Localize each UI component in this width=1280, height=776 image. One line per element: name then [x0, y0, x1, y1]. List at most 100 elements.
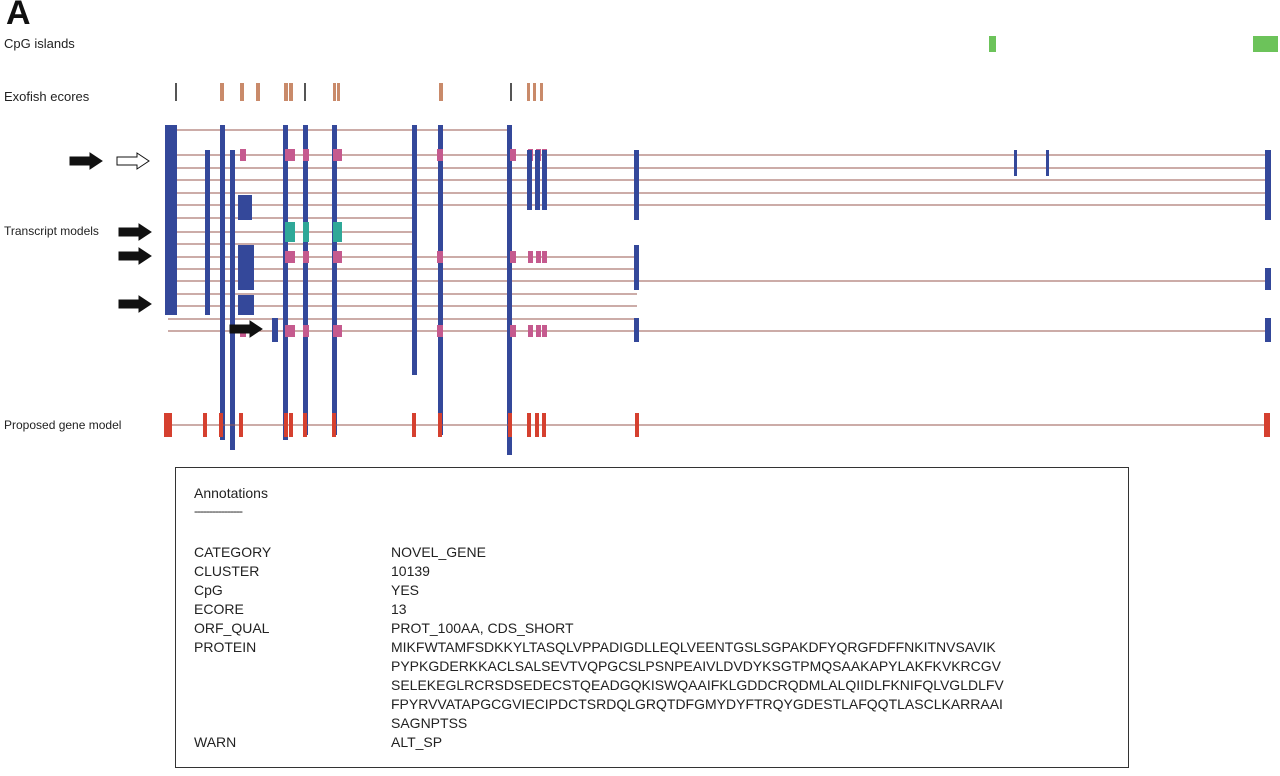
exofish-ecores-track: [175, 83, 543, 101]
annotations-rule: ----------------: [194, 504, 243, 518]
exon: [285, 251, 295, 263]
exon: [1014, 150, 1017, 176]
exon: [542, 150, 547, 210]
ecore-mark: [337, 83, 340, 101]
proposed-exon: [1264, 413, 1270, 437]
hollow-arrow-icon: [116, 152, 150, 170]
exon: [303, 222, 309, 242]
annotation-value: PROT_100AA, CDS_SHORT: [391, 620, 574, 636]
transcript-arrows: [69, 152, 263, 338]
exon: [528, 251, 533, 263]
ecore-mark: [289, 83, 293, 101]
ecore-mark: [527, 83, 530, 101]
ecore-mark: [533, 83, 536, 101]
cpg-islands-label: CpG islands: [4, 36, 75, 51]
annotation-value: 13: [391, 601, 407, 617]
annotation-key: ECORE: [194, 601, 244, 617]
ecore-mark: [175, 83, 177, 101]
exon: [542, 325, 547, 337]
exon: [1265, 268, 1271, 290]
exon: [536, 251, 541, 263]
exon: [285, 222, 295, 242]
annotation-key: WARN: [194, 734, 237, 750]
ecore-mark: [540, 83, 543, 101]
annotation-key: ORF_QUAL: [194, 620, 270, 636]
exon: [510, 149, 516, 161]
exon: [536, 325, 541, 337]
exon: [333, 149, 342, 161]
gene-diagram: [69, 36, 1278, 455]
exon: [437, 325, 443, 337]
exon: [205, 150, 210, 315]
ecore-mark: [240, 83, 244, 101]
annotations-box: Annotations ---------------- CATEGORY NO…: [175, 467, 1129, 768]
exon: [303, 325, 309, 337]
proposed-exon: [438, 413, 442, 437]
exon: [634, 245, 639, 290]
ecore-mark: [304, 83, 306, 101]
exon: [303, 125, 308, 435]
annotations-title: Annotations: [194, 485, 268, 501]
ecore-mark: [439, 83, 443, 101]
proposed-exon: [239, 413, 243, 437]
annotation-key: CLUSTER: [194, 563, 260, 579]
exon: [230, 150, 235, 450]
protein-line: MIKFWTAMFSDKKYLTASQLVPPADIGDLLEQLVEENTGS…: [391, 639, 996, 655]
exon: [303, 251, 309, 263]
exon: [285, 325, 295, 337]
exon: [510, 251, 516, 263]
exon: [165, 125, 177, 315]
proposed-exon: [164, 413, 172, 437]
transcript-models-track: [165, 125, 1271, 455]
proposed-exon: [203, 413, 207, 437]
proposed-exon: [289, 413, 293, 437]
exon: [333, 325, 342, 337]
filled-arrow-icon: [118, 247, 152, 265]
exon: [285, 149, 295, 161]
exon: [535, 150, 540, 210]
proposed-exon: [412, 413, 416, 437]
proposed-exon: [535, 413, 539, 437]
exon: [1046, 150, 1049, 176]
ecore-mark: [256, 83, 260, 101]
proposed-exon: [219, 413, 223, 437]
proposed-exon: [527, 413, 531, 437]
cpg-islands-track: [989, 36, 1278, 52]
exon: [238, 245, 254, 290]
exon: [528, 325, 533, 337]
annotation-value: 10139: [391, 563, 430, 579]
cpg-island: [989, 36, 996, 52]
filled-arrow-icon: [118, 295, 152, 313]
ecore-mark: [284, 83, 288, 101]
proposed-exon: [284, 413, 288, 437]
transcript-models-label: Transcript models: [4, 224, 99, 238]
exofish-ecores-label: Exofish ecores: [4, 89, 90, 104]
exon: [238, 295, 254, 315]
filled-arrow-icon: [69, 152, 103, 170]
annotation-value: YES: [391, 582, 420, 598]
exon: [220, 125, 225, 440]
exon: [542, 251, 547, 263]
cpg-island: [1253, 36, 1278, 52]
exon: [1265, 150, 1271, 220]
exon: [438, 125, 443, 435]
exon: [272, 318, 278, 342]
protein-sequence: MIKFWTAMFSDKKYLTASQLVPPADIGDLLEQLVEENTGS…: [391, 638, 1131, 733]
exon: [238, 195, 252, 220]
exon: [1265, 318, 1271, 342]
annotation-key: CpG: [194, 582, 223, 598]
protein-line: SELEKEGLRCRSDSEDECSTQEADGQKISWQAAIFKLGDD…: [391, 677, 1004, 693]
exon: [283, 125, 288, 440]
exon: [634, 150, 639, 220]
proposed-exon: [332, 413, 336, 437]
annotation-key: CATEGORY: [194, 544, 272, 560]
exon: [333, 222, 342, 242]
proposed-exon: [635, 413, 639, 437]
exon: [332, 125, 337, 435]
exon: [303, 149, 309, 161]
exon: [333, 251, 342, 263]
proposed-exon: [542, 413, 546, 437]
filled-arrow-icon: [118, 223, 152, 241]
protein-line: PYPKGDERKKACLSALSEVTVQPGCSLPSNPEAIVLDVDY…: [391, 658, 1001, 674]
ecore-mark: [333, 83, 336, 101]
